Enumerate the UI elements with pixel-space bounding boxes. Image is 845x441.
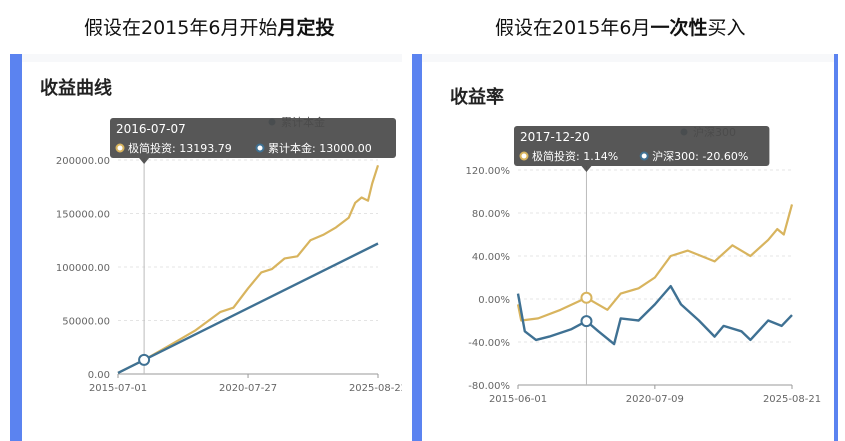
right-series-line-0: [516, 204, 794, 322]
right-tooltip-item: 极简投资: 1.14%: [532, 149, 618, 163]
left-panel-background: [10, 54, 402, 441]
right-tooltip-item: 沪深300: -20.60%: [652, 149, 748, 163]
return-rate-chart[interactable]: 收益率 -80.00% -40.00% 0.00% 40.00% 80.00% 120.00…: [412, 54, 838, 441]
left-caption: 假设在2015年6月开始月定投: [84, 14, 334, 42]
left-chart-title: 收益曲线: [40, 77, 112, 99]
left-y-tick-label: 100000.00: [56, 263, 110, 274]
right-x-tick-label: 2015-06-01: [489, 394, 547, 405]
left-caption-prefix: 假设在2015年6月开始: [84, 17, 278, 39]
cumulative-return-panel: 收益曲线 0.00 50000.00 100000.00 150000.00 200000…: [10, 54, 402, 441]
left-hover-marker: [138, 353, 151, 366]
right-panel-background: [412, 54, 838, 441]
right-tooltip-marker: [519, 151, 529, 161]
left-caption-emphasis: 月定投: [277, 17, 335, 39]
left-tooltip-item: 累计本金: 13000.00: [268, 141, 372, 155]
right-y-tick-label: 40.00%: [472, 252, 510, 263]
right-y-tick-label: -80.00%: [468, 381, 510, 392]
left-y-tick-label: 200000.00: [56, 156, 110, 167]
left-series-line-0: [117, 164, 380, 374]
right-hover-marker: [580, 291, 593, 304]
right-y-tick-label: 80.00%: [472, 209, 510, 220]
right-tooltip-marker: [639, 151, 649, 161]
right-caption: 假设在2015年6月一次性买入: [495, 14, 745, 42]
right-y-tick-label: 120.00%: [466, 166, 511, 177]
right-accent-bar: [412, 54, 422, 441]
cumulative-return-chart[interactable]: 收益曲线 0.00 50000.00 100000.00 150000.00 200000…: [10, 54, 402, 441]
left-tooltip-pointer: [139, 158, 150, 164]
right-tooltip-box: [514, 126, 770, 166]
right-tooltip-pointer: [581, 166, 592, 172]
right-series-line-1: [516, 284, 793, 346]
left-x-tick-label: 2015-07-01: [89, 383, 147, 394]
left-tooltip-date: 2016-07-07: [116, 122, 186, 136]
right-caption-prefix: 假设在2015年6月: [495, 17, 651, 39]
right-caption-suffix: 买入: [707, 17, 746, 39]
return-rate-panel: 收益率 -80.00% -40.00% 0.00% 40.00% 80.00% 120.00…: [412, 54, 838, 441]
right-y-tick-label: 0.00%: [478, 295, 510, 306]
right-tooltip-date: 2017-12-20: [520, 130, 590, 144]
right-top-strip: [412, 54, 838, 62]
right-caption-emphasis: 一次性: [650, 17, 708, 39]
left-tooltip-marker: [115, 143, 125, 153]
right-chart-title: 收益率: [450, 86, 504, 108]
left-y-tick-label: 0.00: [88, 370, 110, 381]
left-x-tick-label: 2025-08-22: [349, 383, 402, 394]
left-y-tick-label: 150000.00: [56, 210, 110, 221]
left-accent-bar: [10, 54, 22, 441]
left-tooltip-item: 极简投资: 13193.79: [128, 141, 232, 155]
left-tooltip-box: [110, 118, 396, 158]
right-accent-bar-right: [834, 54, 838, 441]
left-x-tick-label: 2020-07-27: [219, 383, 277, 394]
left-y-tick-label: 50000.00: [62, 317, 110, 328]
left-series-line-1: [117, 242, 379, 374]
right-hover-marker-2: [580, 315, 593, 328]
right-y-tick-label: -40.00%: [468, 338, 510, 349]
right-x-tick-label: 2025-08-21: [763, 394, 821, 405]
right-x-tick-label: 2020-07-09: [626, 394, 684, 405]
left-tooltip-marker: [255, 143, 265, 153]
left-top-strip: [10, 54, 402, 62]
